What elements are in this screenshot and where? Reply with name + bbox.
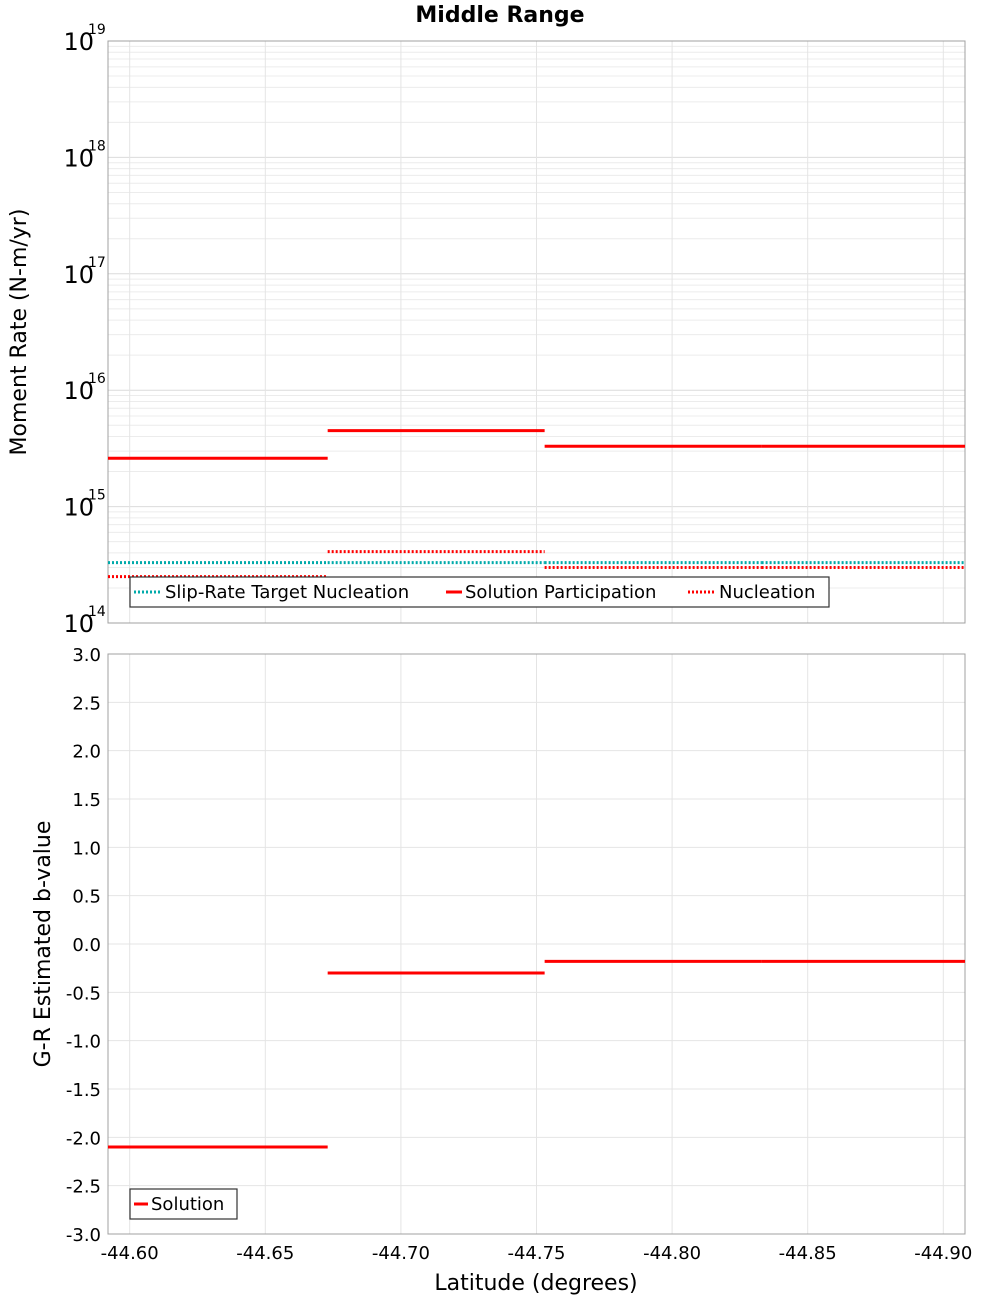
- top-plot-frame: [107, 40, 966, 624]
- x-tick-label: -44.90: [914, 1243, 972, 1264]
- legend-label-nucleation: Nucleation: [719, 582, 815, 603]
- x-tick-label: -44.85: [779, 1243, 837, 1264]
- legend-label-slip-rate-target: Slip-Rate Target Nucleation: [165, 582, 409, 603]
- top-y-tick-exponent: 16: [88, 371, 106, 387]
- chart-title: Middle Range: [415, 3, 584, 28]
- bottom-y-tick-label: 1.0: [72, 838, 101, 859]
- top-y-tick-base: 10: [63, 28, 94, 56]
- top-gridlines: [108, 41, 965, 624]
- x-tick-label: -44.65: [236, 1243, 294, 1264]
- bottom-x-ticks: -44.60 -44.65 -44.70 -44.75 -44.80 -44.85 -44.…: [101, 1243, 973, 1264]
- bottom-y-tick-label: 0.0: [72, 935, 101, 956]
- bottom-y-tick-label: 0.5: [72, 887, 101, 908]
- x-tick-label: -44.60: [101, 1243, 159, 1264]
- bottom-series: [108, 959, 965, 1149]
- legend-label-solution-participation: Solution Participation: [465, 582, 656, 603]
- bottom-y-tick-label: -2.0: [66, 1128, 101, 1149]
- bottom-gridlines: [108, 653, 965, 1235]
- x-axis-label: Latitude (degrees): [434, 1271, 637, 1296]
- x-tick-label: -44.75: [507, 1243, 565, 1264]
- bottom-panel: 3.0 2.5 2.0 1.5 1.0 0.5 0.0 -0.5 -1.0 -1.5 -2.0 -2.…: [31, 645, 972, 1296]
- legend-label-solution: Solution: [151, 1194, 224, 1215]
- x-tick-label: -44.80: [643, 1243, 701, 1264]
- bottom-y-ticks: 3.0 2.5 2.0 1.5 1.0 0.5 0.0 -0.5 -1.0 -1.5 -2.0 -2.…: [66, 645, 101, 1246]
- bottom-y-tick-label: -1.5: [66, 1080, 101, 1101]
- top-y-tick-base: 10: [63, 261, 94, 289]
- bottom-y-tick-label: -1.0: [66, 1032, 101, 1053]
- top-y-tick-exponent: 14: [88, 604, 106, 620]
- bottom-legend: Solution: [129, 1188, 238, 1220]
- bottom-y-tick-label: 3.0: [72, 645, 101, 666]
- bottom-y-tick-label: -3.0: [66, 1225, 101, 1246]
- top-y-tick-exponent: 17: [88, 255, 106, 271]
- bottom-y-tick-label: 1.5: [72, 790, 101, 811]
- bottom-plot-frame: [107, 653, 966, 1235]
- top-y-tick-base: 10: [63, 494, 94, 522]
- top-y-tick-exponent: 18: [88, 138, 106, 154]
- bottom-y-tick-label: -2.5: [66, 1177, 101, 1198]
- top-y-axis-label: Moment Rate (N-m/yr): [7, 209, 32, 456]
- top-y-tick-exponent: 19: [88, 22, 106, 38]
- top-y-tick-base: 10: [63, 144, 94, 172]
- bottom-y-tick-label: 2.5: [72, 693, 101, 714]
- bottom-y-tick-label: 2.0: [72, 742, 101, 763]
- bottom-y-axis-label: G-R Estimated b-value: [31, 821, 56, 1068]
- top-y-tick-base: 10: [63, 610, 94, 638]
- top-y-tick-base: 10: [63, 377, 94, 405]
- x-tick-label: -44.70: [372, 1243, 430, 1264]
- top-y-tick-exponent: 15: [88, 488, 106, 504]
- top-legend: Slip-Rate Target Nucleation Solution Par…: [129, 576, 830, 608]
- bottom-y-tick-label: -0.5: [66, 983, 101, 1004]
